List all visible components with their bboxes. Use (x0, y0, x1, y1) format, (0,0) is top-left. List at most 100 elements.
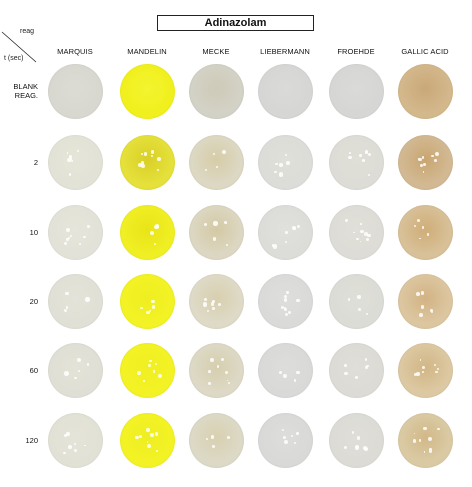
bubble-speck (143, 380, 146, 383)
bubble-speck (135, 435, 139, 439)
bubble-speck (412, 439, 416, 443)
row-label-line: REAG. (14, 91, 38, 100)
bubble-speck (154, 224, 159, 229)
bubble-speck (352, 231, 355, 234)
bubble-speck (211, 435, 215, 439)
bubble-speck (203, 302, 208, 307)
bubble-speck (154, 362, 158, 366)
bubble-speck (419, 237, 421, 240)
row-label: 120 (0, 436, 38, 445)
bubble-speck (273, 170, 277, 174)
bubble-speck (278, 371, 282, 374)
bubble-speck (63, 241, 67, 245)
bubble-speck (354, 375, 358, 379)
spot-well (47, 63, 103, 119)
bubble-speck (356, 436, 361, 440)
bubble-speck (154, 432, 158, 436)
bubble-speck (65, 306, 68, 309)
bubble-speck (151, 299, 155, 304)
bubble-speck (157, 157, 161, 162)
spot-well (328, 273, 384, 329)
spot-well (397, 412, 453, 468)
bubble-speck (362, 445, 367, 450)
bubble-speck (296, 432, 299, 435)
bubble-speck (430, 154, 434, 158)
column-header: MANDELIN (127, 47, 167, 56)
bubble-speck (281, 306, 284, 309)
bubble-speck (282, 435, 287, 440)
bubble-speck (86, 363, 90, 366)
bubble-speck (429, 308, 434, 313)
bubble-speck (63, 451, 66, 455)
spot-well (257, 342, 313, 398)
bubble-speck (413, 372, 417, 376)
bubble-speck (436, 367, 439, 371)
bubble-speck (226, 379, 229, 382)
bubble-speck (281, 428, 284, 431)
bubble-speck (68, 172, 71, 175)
bubble-speck (292, 226, 297, 231)
spot-well (257, 273, 313, 329)
spot-well (397, 63, 453, 119)
bubble-speck (428, 436, 433, 441)
spot-well (119, 134, 175, 190)
bubble-speck (364, 358, 367, 361)
bubble-speck (152, 370, 156, 374)
bubble-speck (157, 374, 163, 379)
bubble-speck (76, 149, 79, 152)
bubble-speck (358, 154, 362, 157)
spot-well (188, 273, 244, 329)
bubble-speck (74, 448, 78, 452)
bubble-speck (216, 365, 220, 368)
bubble-speck (428, 449, 433, 453)
bubble-speck (87, 225, 90, 228)
spot-well (397, 134, 453, 190)
bubble-speck (282, 374, 287, 379)
bubble-speck (212, 307, 215, 310)
bubble-speck (147, 363, 151, 367)
bubble-speck (367, 233, 372, 238)
spot-well (119, 412, 175, 468)
bubble-speck (221, 150, 226, 155)
bubble-speck (146, 443, 151, 449)
bubble-speck (366, 312, 369, 315)
bubble-speck (65, 291, 69, 296)
bubble-speck (296, 224, 300, 228)
bubble-speck (149, 359, 152, 363)
bubble-speck (85, 297, 90, 302)
bubble-speck (203, 297, 208, 302)
bubble-speck (435, 370, 438, 374)
bubble-speck (137, 370, 141, 375)
bubble-speck (217, 303, 221, 307)
bubble-speck (155, 449, 159, 453)
bubble-speck (419, 358, 422, 361)
bubble-speck (356, 237, 360, 241)
bubble-speck (434, 151, 439, 156)
bubble-speck (68, 155, 73, 159)
row-label: 60 (0, 366, 38, 375)
bubble-speck (84, 444, 87, 447)
bubble-speck (284, 241, 287, 244)
bubble-speck (77, 369, 81, 373)
bubble-speck (272, 244, 278, 249)
bubble-speck (357, 308, 361, 312)
bubble-speck (349, 152, 351, 154)
bubble-speck (64, 371, 69, 376)
page-title: Adinazolam (157, 15, 314, 31)
bubble-speck (420, 291, 425, 295)
bubble-speck (357, 295, 362, 300)
bubble-speck (63, 308, 67, 312)
bubble-speck (141, 152, 144, 155)
bubble-speck (153, 243, 157, 246)
spot-well (188, 412, 244, 468)
spot-well (328, 63, 384, 119)
bubble-speck (283, 307, 287, 311)
bubble-speck (224, 370, 228, 374)
bubble-speck (69, 235, 73, 238)
bubble-speck (151, 155, 154, 158)
bubble-speck (146, 441, 149, 444)
spot-well (188, 342, 244, 398)
bubble-speck (278, 172, 283, 177)
bubble-speck (422, 163, 426, 167)
bubble-speck (414, 224, 417, 228)
